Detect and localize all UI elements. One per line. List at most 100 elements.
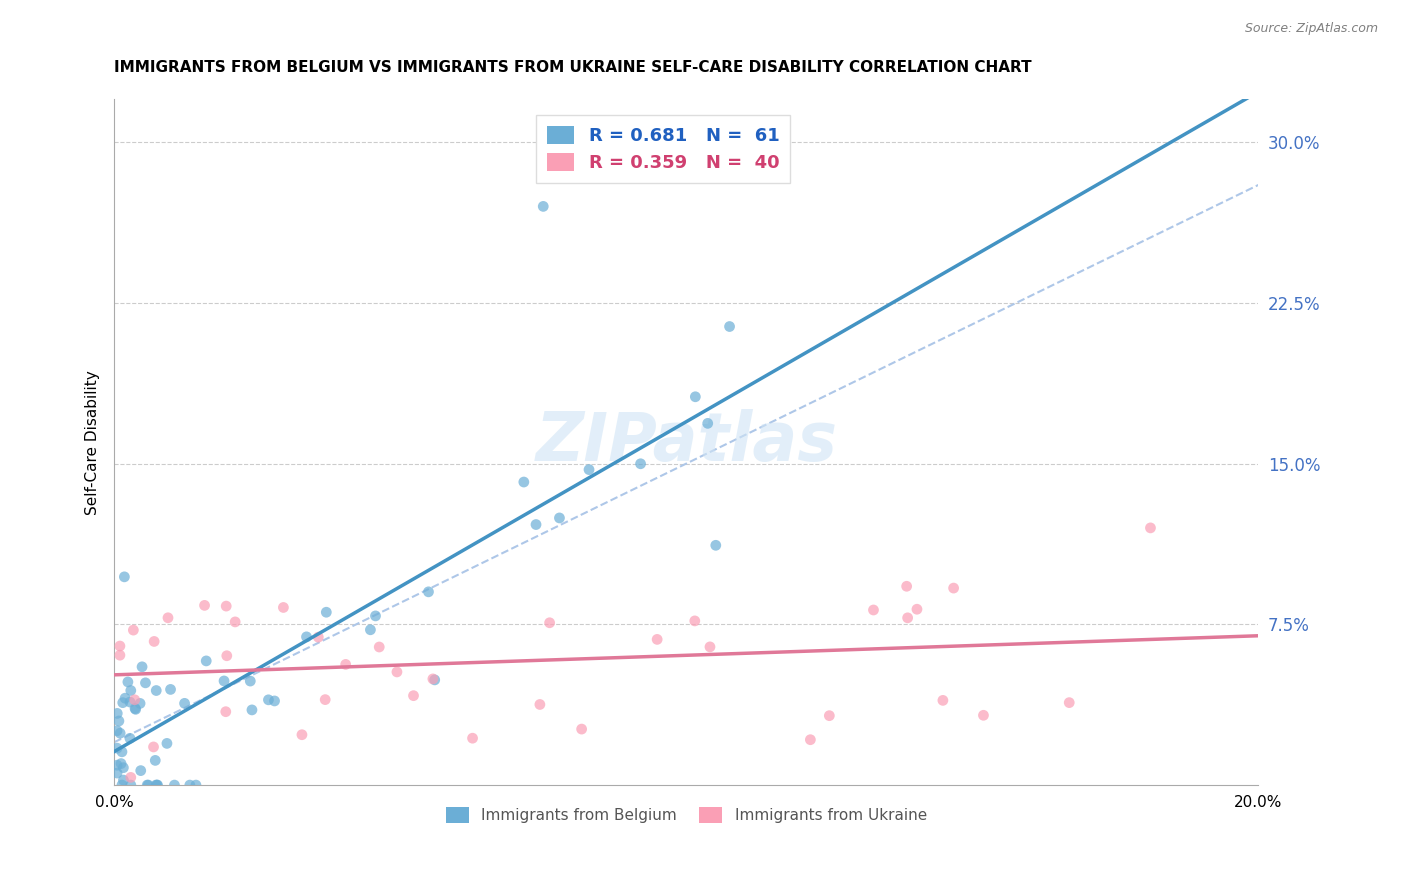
Point [134, 676, 156, 690]
Point [105, 758, 128, 772]
Text: ZIPatlas: ZIPatlas [536, 409, 837, 475]
Point [124, 702, 146, 716]
Point [529, 698, 551, 712]
Point [538, 615, 561, 630]
Point [215, 648, 238, 663]
Point [145, 683, 167, 698]
Point [105, 741, 128, 756]
Point [163, 778, 186, 792]
Point [578, 462, 600, 476]
Point [239, 674, 262, 689]
Point [120, 683, 142, 698]
Point [105, 723, 128, 738]
Point [146, 778, 169, 792]
Point [291, 728, 314, 742]
Point [972, 708, 994, 723]
Point [461, 731, 484, 746]
Point [548, 511, 571, 525]
Point [418, 584, 440, 599]
Point [704, 538, 727, 552]
Point [215, 705, 238, 719]
Text: Source: ZipAtlas.com: Source: ZipAtlas.com [1244, 22, 1378, 36]
Point [111, 745, 134, 759]
Point [513, 475, 536, 489]
Point [111, 696, 134, 710]
Point [240, 703, 263, 717]
Point [105, 706, 128, 721]
Point [112, 570, 135, 584]
Point [385, 665, 408, 679]
Point [422, 672, 444, 686]
Point [896, 579, 918, 593]
Point [117, 674, 139, 689]
Point [718, 319, 741, 334]
Point [215, 599, 238, 613]
Point [224, 615, 246, 629]
Point [932, 693, 955, 707]
Point [114, 691, 136, 706]
Point [905, 602, 928, 616]
Point [1139, 521, 1161, 535]
Point [862, 603, 884, 617]
Point [314, 692, 336, 706]
Point [257, 693, 280, 707]
Point [524, 517, 547, 532]
Point [423, 673, 446, 687]
Point [315, 605, 337, 619]
Point [359, 623, 381, 637]
Point [699, 640, 721, 654]
Point [263, 694, 285, 708]
Point [818, 708, 841, 723]
Point [124, 693, 146, 707]
Point [645, 632, 668, 647]
Point [156, 736, 179, 750]
Point [1057, 696, 1080, 710]
Point [307, 630, 329, 644]
Point [335, 657, 357, 672]
Point [897, 611, 920, 625]
Point [131, 660, 153, 674]
Point [212, 673, 235, 688]
Point [531, 199, 554, 213]
Point [122, 623, 145, 637]
Point [184, 778, 207, 792]
Point [143, 753, 166, 767]
Point [136, 778, 159, 792]
Point [159, 682, 181, 697]
Point [142, 739, 165, 754]
Point [173, 697, 195, 711]
Point [108, 639, 131, 653]
Point [111, 778, 134, 792]
Point [110, 756, 132, 771]
Point [120, 771, 142, 785]
Point [696, 417, 718, 431]
Y-axis label: Self-Care Disability: Self-Care Disability [86, 370, 100, 515]
Point [143, 634, 166, 648]
Point [195, 654, 218, 668]
Point [136, 778, 159, 792]
Point [118, 731, 141, 746]
Point [630, 457, 652, 471]
Point [799, 732, 821, 747]
Point [145, 778, 167, 792]
Point [364, 608, 387, 623]
Point [105, 766, 128, 780]
Point [942, 581, 965, 595]
Point [295, 630, 318, 644]
Point [179, 778, 201, 792]
Point [129, 697, 152, 711]
Point [129, 764, 152, 778]
Point [112, 761, 135, 775]
Point [112, 773, 135, 788]
Point [368, 640, 391, 654]
Point [146, 778, 169, 792]
Point [193, 599, 215, 613]
Point [118, 695, 141, 709]
Point [402, 689, 425, 703]
Legend: Immigrants from Belgium, Immigrants from Ukraine: Immigrants from Belgium, Immigrants from… [436, 798, 936, 832]
Point [120, 778, 142, 792]
Point [683, 614, 706, 628]
Point [108, 648, 131, 663]
Point [273, 600, 295, 615]
Point [156, 611, 179, 625]
